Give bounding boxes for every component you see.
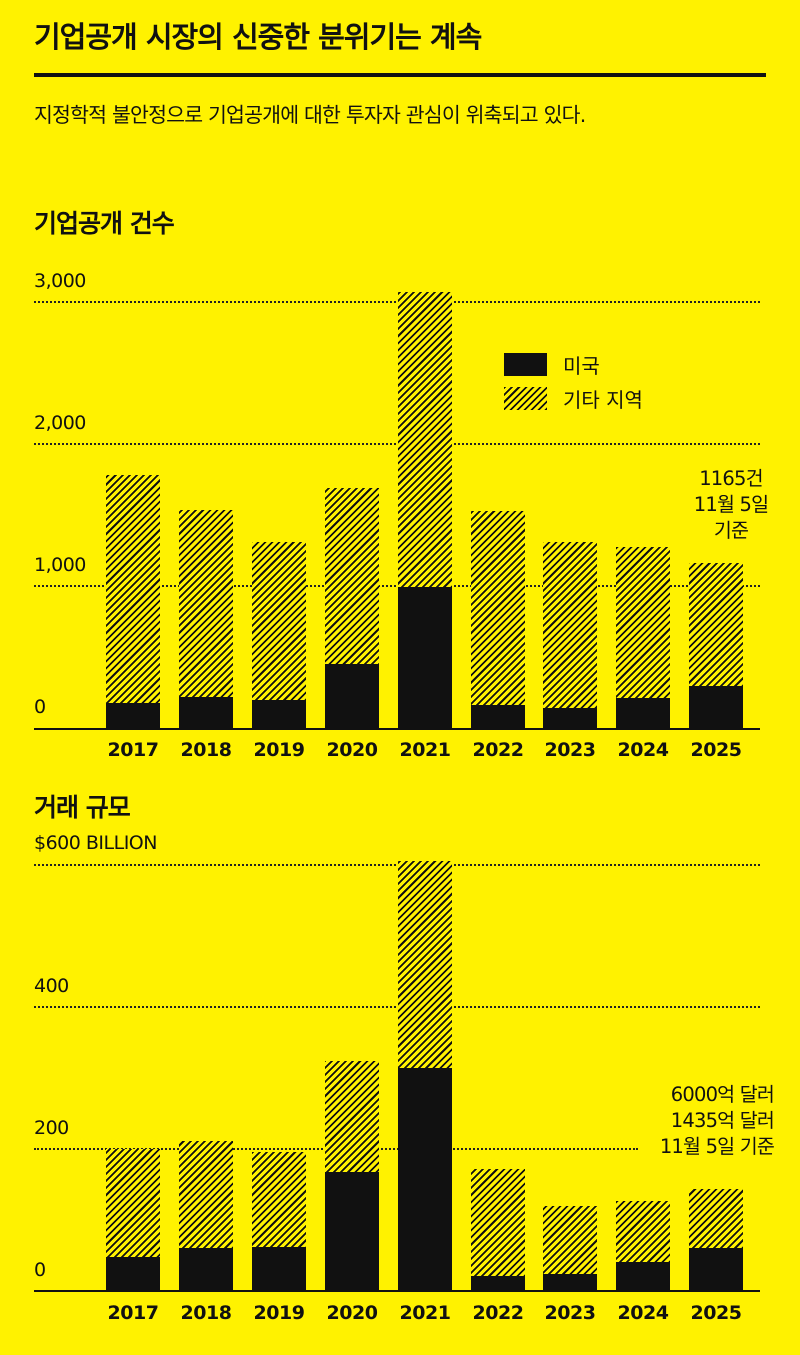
chart2-bar-us-2025: [689, 1247, 743, 1291]
chart1-bar-us-2022: [471, 704, 525, 729]
chart1-xlabel-2025: 2025: [690, 739, 742, 761]
chart2-ytick-200: 200: [34, 1117, 69, 1139]
chart1-bar-us-2025: [689, 686, 743, 729]
chart2-annotation-line3: 11월 5일 기준: [659, 1135, 775, 1158]
chart2-xlabel-2020: 2020: [326, 1302, 378, 1324]
chart1-bar-us-2017: [106, 702, 160, 729]
chart2-xlabel-2022: 2022: [472, 1302, 524, 1324]
chart1-xlabel-2021: 2021: [399, 739, 451, 761]
chart2-x-axis: [34, 1290, 760, 1292]
chart2-xlabel-2019: 2019: [253, 1302, 305, 1324]
chart2-bar-us-2023: [543, 1273, 597, 1291]
chart2-xlabel-2018: 2018: [180, 1302, 232, 1324]
chart2-gridline-600: [34, 864, 760, 866]
chart2-xlabel-2021: 2021: [399, 1302, 451, 1324]
chart2-bar-us-2021: [398, 1068, 452, 1291]
chart2-bar-us-2024: [616, 1261, 670, 1291]
chart1-bar-us-2019: [252, 699, 306, 729]
chart2-xlabel-2025: 2025: [690, 1302, 742, 1324]
chart1-annotation-line1: 1165건: [699, 467, 763, 490]
chart1-xlabel-2018: 2018: [180, 739, 232, 761]
chart1-ytick-2000: 2,000: [34, 412, 86, 434]
legend-us-swatch: [504, 353, 547, 376]
chart2-xlabel-2017: 2017: [107, 1302, 159, 1324]
chart1-ytick-3000: 3,000: [34, 270, 86, 292]
chart2-xlabel-2024: 2024: [617, 1302, 669, 1324]
chart1-xlabel-2020: 2020: [326, 739, 378, 761]
chart1-bar-other-2019: [252, 542, 306, 729]
chart2-ytick-600: $600 BILLION: [34, 832, 157, 854]
chart1-bar-us-2018: [179, 696, 233, 729]
chart2-bar-us-2019: [252, 1246, 306, 1291]
chart1-ytick-0: 0: [34, 696, 46, 718]
chart2-bar-other-2022: [471, 1168, 525, 1291]
chart2-ytick-400: 400: [34, 975, 69, 997]
chart2-gridline-400: [34, 1006, 760, 1008]
chart2-annotation-line1: 6000억 달러: [670, 1083, 775, 1106]
chart2-title: 거래 규모: [34, 793, 131, 822]
chart1-xlabel-2019: 2019: [253, 739, 305, 761]
chart2-bar-us-2022: [471, 1276, 525, 1291]
chart1-ytick-1000: 1,000: [34, 554, 86, 576]
chart1-x-axis: [34, 728, 760, 730]
chart1-plot-area: 2017 2018 2019 2020 2021 2022 2023 2024 2025: [106, 291, 743, 761]
chart1-bar-us-2021: [398, 586, 452, 729]
chart1-bar-us-2024: [616, 697, 670, 729]
page-title: 기업공개 시장의 신중한 분위기는 계속: [34, 20, 482, 54]
chart2-bar-us-2020: [325, 1171, 379, 1291]
chart1-bar-us-2020: [325, 664, 379, 729]
chart2-annotation-line2: 1435억 달러: [670, 1109, 775, 1132]
chart1-bar-other-2018: [179, 509, 233, 729]
chart1-gridline-2000: [34, 443, 760, 445]
chart1-bar-other-2023: [543, 542, 597, 729]
chart1-gridline-3000: [34, 301, 760, 303]
chart2-xlabel-2023: 2023: [544, 1302, 596, 1324]
chart1-bar-other-2017: [106, 475, 160, 729]
page-subtitle: 지정학적 불안정으로 기업공개에 대한 투자자 관심이 위축되고 있다.: [34, 103, 586, 127]
title-divider: [34, 73, 766, 77]
chart1-xlabel-2022: 2022: [472, 739, 524, 761]
chart1-title: 기업공개 건수: [34, 209, 175, 238]
chart1-gridline-1000: [34, 585, 760, 587]
chart1-annotation-line2: 11월 5일: [693, 493, 769, 516]
chart1-annotation: 1165건 11월 5일 기준: [676, 466, 786, 544]
chart2-ytick-0: 0: [34, 1259, 46, 1281]
chart2-bar-us-2017: [106, 1256, 160, 1291]
chart1-xlabel-2023: 2023: [544, 739, 596, 761]
chart1-xlabel-2024: 2024: [617, 739, 669, 761]
legend-us-label: 미국: [563, 354, 600, 378]
legend-other-label: 기타 지역: [563, 388, 643, 412]
chart2-annotation: 6000억 달러 1435억 달러 11월 5일 기준: [640, 1082, 790, 1160]
legend-other-swatch: [504, 387, 547, 410]
chart1-annotation-line3: 기준: [713, 519, 749, 542]
chart1-xlabel-2017: 2017: [107, 739, 159, 761]
chart1-bar-other-2022: [471, 510, 525, 729]
chart1-bar-us-2023: [543, 708, 597, 729]
chart2-bar-us-2018: [179, 1248, 233, 1291]
